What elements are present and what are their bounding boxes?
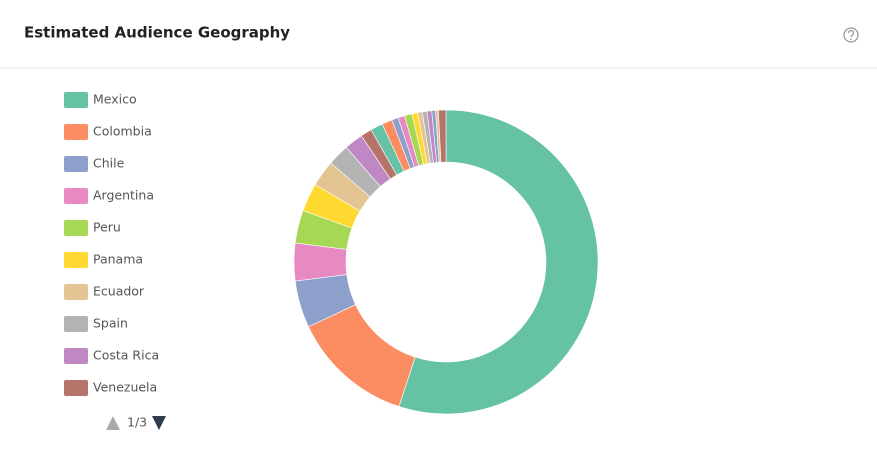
legend-label: Mexico: [93, 92, 137, 107]
legend-swatch: [64, 124, 88, 140]
slice: [308, 304, 416, 407]
pager: 1/3: [106, 415, 166, 430]
legend-swatch: [64, 188, 88, 204]
legend-swatch: [64, 92, 88, 108]
legend-swatch: [64, 316, 88, 332]
help-icon[interactable]: [843, 27, 859, 43]
chart-title: Estimated Audience Geography: [24, 24, 290, 42]
legend-label: Panama: [93, 252, 143, 267]
page-indicator: 1/3: [127, 415, 147, 430]
legend-swatch: [64, 348, 88, 364]
legend-label: Chile: [93, 156, 125, 171]
slice: [398, 109, 599, 415]
page-up[interactable]: [106, 416, 120, 430]
page-down[interactable]: [152, 416, 166, 430]
slice: [438, 109, 447, 163]
legend-swatch: [64, 220, 88, 236]
legend-label: Costa Rica: [93, 348, 159, 363]
legend-label: Venezuela: [93, 380, 157, 395]
legend-label: Peru: [93, 220, 121, 235]
legend-label: Argentina: [93, 188, 154, 203]
legend-swatch: [64, 252, 88, 268]
legend-label: Ecuador: [93, 284, 145, 299]
legend-label: Spain: [93, 316, 128, 331]
legend-label: Colombia: [93, 124, 152, 139]
legend-swatch: [64, 156, 88, 172]
legend-swatch: [64, 380, 88, 396]
legend-swatch: [64, 284, 88, 300]
